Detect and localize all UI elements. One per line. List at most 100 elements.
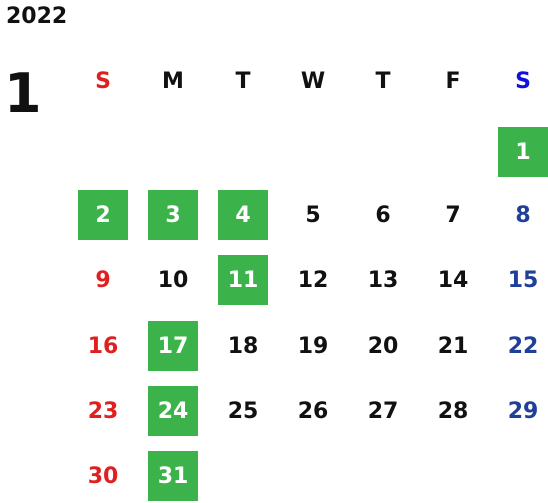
day-cell[interactable]: 27 (348, 385, 418, 437)
day-cell (278, 450, 348, 502)
calendar-week-row: 16 17 18 19 20 21 22 (68, 320, 548, 372)
day-cell[interactable]: 7 (418, 189, 488, 241)
day-cell (418, 126, 488, 178)
day-cell[interactable]: 28 (418, 385, 488, 437)
day-number: 10 (157, 267, 189, 293)
day-cell[interactable]: 2 (68, 189, 138, 241)
empty-day (428, 451, 478, 501)
day-number: 30 (87, 463, 119, 489)
day-cell[interactable]: 29 (488, 385, 548, 437)
day-number: 14 (437, 267, 469, 293)
day-number: 3 (148, 190, 198, 240)
day-number: 23 (87, 398, 119, 424)
calendar-week-row: 23 24 25 26 27 28 29 (68, 385, 548, 437)
day-cell[interactable]: 4 (208, 189, 278, 241)
day-number: 4 (218, 190, 268, 240)
empty-day (288, 127, 338, 177)
day-number: 28 (437, 398, 469, 424)
day-cell (348, 450, 418, 502)
empty-day (218, 127, 268, 177)
day-number: 22 (507, 333, 539, 359)
day-cell (208, 450, 278, 502)
day-number: 25 (227, 398, 259, 424)
weekday-fri: F (445, 68, 461, 94)
day-number: 6 (375, 202, 391, 228)
day-cell[interactable]: 3 (138, 189, 208, 241)
day-number: 5 (305, 202, 321, 228)
day-number: 16 (87, 333, 119, 359)
day-cell[interactable]: 22 (488, 320, 548, 372)
day-cell[interactable]: 18 (208, 320, 278, 372)
day-cell[interactable]: 1 (488, 126, 548, 178)
day-number: 18 (227, 333, 259, 359)
empty-day (78, 127, 128, 177)
day-number: 20 (367, 333, 399, 359)
day-cell[interactable]: 23 (68, 385, 138, 437)
day-cell[interactable]: 10 (138, 254, 208, 306)
day-cell (138, 126, 208, 178)
weekday-tue: T (235, 68, 251, 94)
day-number: 1 (498, 127, 548, 177)
weekday-header-row: S M T W T F S (68, 62, 548, 100)
day-number: 24 (148, 386, 198, 436)
day-cell[interactable]: 13 (348, 254, 418, 306)
day-cell[interactable]: 30 (68, 450, 138, 502)
day-cell (68, 126, 138, 178)
day-cell (208, 126, 278, 178)
day-cell[interactable]: 14 (418, 254, 488, 306)
day-cell (348, 126, 418, 178)
day-number: 15 (507, 267, 539, 293)
day-number: 2 (78, 190, 128, 240)
day-cell[interactable]: 26 (278, 385, 348, 437)
day-cell[interactable]: 12 (278, 254, 348, 306)
day-cell[interactable]: 11 (208, 254, 278, 306)
calendar-week-row: 1 (68, 126, 548, 178)
day-cell[interactable]: 24 (138, 385, 208, 437)
empty-day (218, 451, 268, 501)
weekday-mon: M (162, 68, 184, 94)
empty-day (148, 127, 198, 177)
empty-day (498, 451, 548, 501)
day-number: 26 (297, 398, 329, 424)
day-number: 13 (367, 267, 399, 293)
day-cell[interactable]: 21 (418, 320, 488, 372)
day-cell[interactable]: 20 (348, 320, 418, 372)
day-number: 11 (218, 255, 268, 305)
day-number: 8 (515, 202, 531, 228)
year-label: 2022 (6, 4, 68, 29)
day-number: 17 (148, 321, 198, 371)
empty-day (288, 451, 338, 501)
day-cell[interactable]: 9 (68, 254, 138, 306)
day-number: 29 (507, 398, 539, 424)
day-number: 9 (95, 267, 111, 293)
day-cell[interactable]: 6 (348, 189, 418, 241)
day-cell (488, 450, 548, 502)
day-number: 21 (437, 333, 469, 359)
day-cell[interactable]: 25 (208, 385, 278, 437)
calendar-week-row: 9 10 11 12 13 14 15 (68, 254, 548, 306)
day-cell (418, 450, 488, 502)
weekday-sun: S (95, 68, 111, 94)
day-number: 12 (297, 267, 329, 293)
day-cell[interactable]: 8 (488, 189, 548, 241)
day-cell[interactable]: 15 (488, 254, 548, 306)
day-cell[interactable]: 5 (278, 189, 348, 241)
weekday-thu: T (375, 68, 391, 94)
empty-day (358, 127, 408, 177)
weekday-wed: W (300, 68, 326, 94)
empty-day (428, 127, 478, 177)
day-cell[interactable]: 16 (68, 320, 138, 372)
day-cell (278, 126, 348, 178)
day-number: 7 (445, 202, 461, 228)
day-cell[interactable]: 19 (278, 320, 348, 372)
month-label: 1 (4, 62, 42, 125)
weekday-sat: S (515, 68, 531, 94)
day-number: 19 (297, 333, 329, 359)
day-number: 31 (148, 451, 198, 501)
empty-day (358, 451, 408, 501)
day-cell[interactable]: 31 (138, 450, 208, 502)
calendar-week-row: 30 31 (68, 450, 548, 502)
day-cell[interactable]: 17 (138, 320, 208, 372)
day-number: 27 (367, 398, 399, 424)
